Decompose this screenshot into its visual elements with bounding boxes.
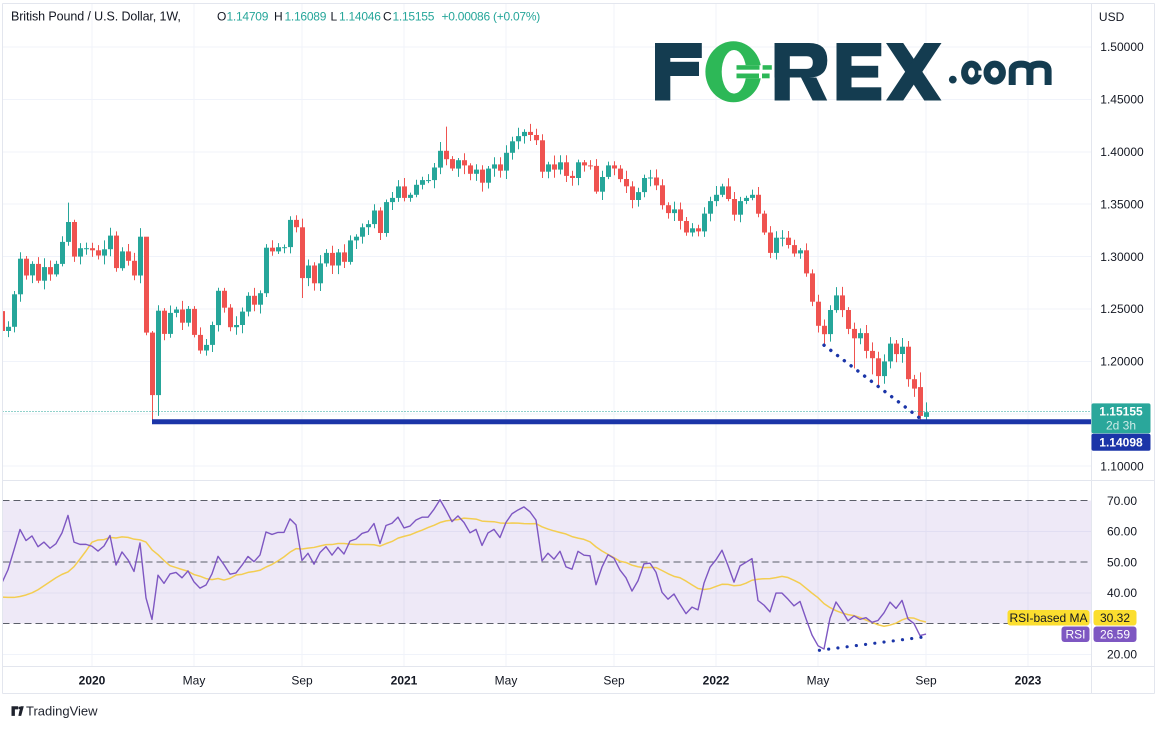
svg-text:1.14046: 1.14046	[339, 10, 381, 24]
svg-text:50.00: 50.00	[1107, 555, 1137, 569]
svg-text:RSI: RSI	[1065, 628, 1085, 642]
svg-text:30.32: 30.32	[1100, 611, 1130, 625]
svg-text:40.00: 40.00	[1107, 586, 1137, 600]
svg-text:2d 3h: 2d 3h	[1106, 418, 1136, 432]
svg-text:20.00: 20.00	[1107, 648, 1137, 662]
svg-text:1.50000: 1.50000	[1100, 40, 1144, 54]
svg-text:RSI-based MA: RSI-based MA	[1009, 611, 1087, 625]
svg-text:2021: 2021	[391, 674, 418, 688]
svg-text:1.30000: 1.30000	[1100, 250, 1144, 264]
svg-text:1.40000: 1.40000	[1100, 145, 1144, 159]
svg-text:O: O	[217, 10, 226, 24]
svg-text:TradingView: TradingView	[26, 704, 98, 719]
svg-text:1.35000: 1.35000	[1100, 197, 1144, 211]
svg-text:May: May	[807, 674, 830, 688]
svg-text:Sep: Sep	[915, 674, 937, 688]
svg-text:Sep: Sep	[291, 674, 313, 688]
svg-text:USD: USD	[1099, 10, 1125, 24]
svg-text:1.45000: 1.45000	[1100, 93, 1144, 107]
svg-text:+0.00086 (+0.07%): +0.00086 (+0.07%)	[442, 10, 541, 24]
svg-text:2023: 2023	[1015, 674, 1042, 688]
svg-text:26.59: 26.59	[1100, 628, 1130, 642]
svg-text:H: H	[274, 10, 282, 24]
svg-text:Sep: Sep	[603, 674, 625, 688]
svg-text:2020: 2020	[79, 674, 106, 688]
svg-text:1.15155: 1.15155	[1099, 405, 1143, 419]
svg-text:C: C	[383, 10, 392, 24]
svg-text:1.14098: 1.14098	[1099, 436, 1143, 450]
svg-text:1.10000: 1.10000	[1100, 459, 1144, 473]
svg-text:1.15155: 1.15155	[393, 10, 435, 24]
svg-text:May: May	[495, 674, 518, 688]
svg-text:2022: 2022	[703, 674, 730, 688]
svg-text:60.00: 60.00	[1107, 525, 1137, 539]
svg-text:May: May	[183, 674, 206, 688]
svg-text:1.25000: 1.25000	[1100, 302, 1144, 316]
svg-text:British Pound / U.S. Dollar, 1: British Pound / U.S. Dollar, 1W,	[11, 10, 181, 24]
svg-text:1.20000: 1.20000	[1100, 355, 1144, 369]
svg-text:L: L	[331, 10, 338, 24]
svg-text:70.00: 70.00	[1107, 494, 1137, 508]
svg-text:1.14709: 1.14709	[227, 10, 269, 24]
svg-text:1.16089: 1.16089	[285, 10, 327, 24]
